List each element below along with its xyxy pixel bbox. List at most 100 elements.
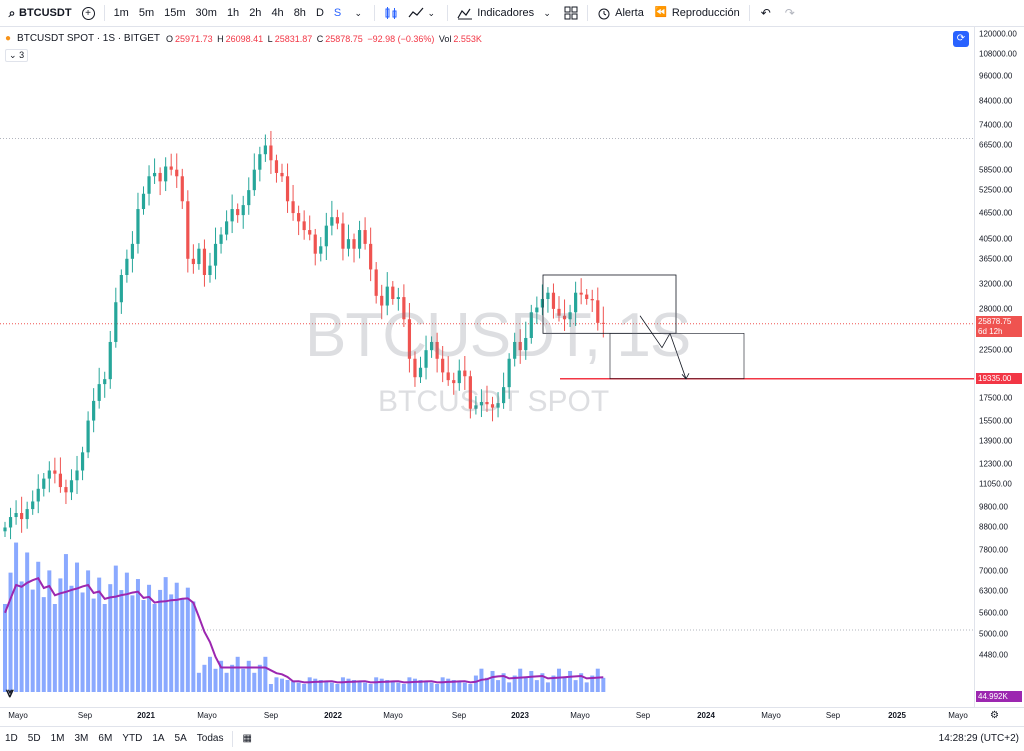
interval-dropdown[interactable]: ⌄ — [346, 0, 370, 26]
legend-title[interactable]: BTCUSDT SPOT · 1S · BITGET — [17, 33, 161, 44]
range-1d[interactable]: 1D — [5, 733, 18, 744]
interval-1h[interactable]: 1h — [226, 7, 240, 19]
candle-body — [20, 513, 24, 520]
volume-bar — [163, 577, 168, 692]
interval-30m[interactable]: 30m — [195, 7, 217, 19]
price-axis[interactable]: 120000.00 108000.00 96000.00 84000.00 74000.… — [974, 27, 1024, 707]
candle-body — [75, 470, 79, 481]
price-tick-label: 120000.00 — [979, 29, 1017, 39]
candle-body — [535, 307, 539, 313]
chart-pane[interactable]: ⩔ — [0, 27, 974, 707]
redo-button[interactable]: ↷ — [778, 0, 802, 26]
volume-bar — [352, 680, 357, 692]
time-axis[interactable]: ⚙ Mayo Sep 2021 Mayo Sep 2022 Mayo Sep 2023 Mayo S… — [0, 707, 1024, 726]
range-1a[interactable]: 1A — [152, 733, 165, 744]
clock[interactable]: 14:28:29 (UTC+2) — [938, 733, 1019, 744]
candle-body — [103, 379, 107, 385]
candle-body — [363, 230, 367, 244]
divider — [748, 5, 750, 21]
range-5a[interactable]: 5A — [174, 733, 187, 744]
chart-canvas[interactable] — [0, 27, 974, 707]
interval-2h[interactable]: 2h — [249, 7, 262, 19]
interval-s[interactable]: S — [333, 7, 342, 19]
interval-4h[interactable]: 4h — [271, 7, 284, 19]
tradingview-logo[interactable]: ⩔ — [6, 684, 14, 700]
undo-button[interactable]: ↶ — [754, 0, 778, 26]
volume-bar — [119, 590, 124, 692]
candles-style-button[interactable] — [379, 0, 403, 26]
volume-bar — [584, 682, 589, 692]
indicators-button[interactable]: Indicadores ⌄ — [452, 0, 559, 26]
volume-bar — [235, 656, 240, 692]
candle-body — [441, 358, 445, 373]
volume-bar — [263, 656, 268, 692]
volume-bar — [335, 684, 340, 692]
candle-body — [3, 527, 7, 532]
high-key: H — [217, 33, 224, 44]
price-tick-label: 11050.00 — [979, 479, 1012, 489]
candle-body — [374, 269, 378, 296]
interval-15m[interactable]: 15m — [164, 7, 186, 19]
interval-1m[interactable]: 1m — [113, 7, 129, 19]
interval-5m[interactable]: 5m — [138, 7, 155, 19]
chevron-down-icon: ⌄ — [427, 8, 435, 18]
volume-bar — [113, 565, 118, 692]
candle-body — [507, 358, 511, 388]
volume-bar — [102, 604, 107, 692]
volume-bar — [390, 681, 395, 692]
volume-bar — [141, 600, 146, 692]
candle-body — [540, 299, 544, 308]
candle-body — [585, 294, 589, 300]
candle-body — [247, 190, 251, 206]
candle-body — [352, 239, 356, 249]
candle-body — [574, 292, 578, 313]
price-tick-label: 5000.00 — [979, 629, 1008, 639]
volume-bar — [30, 589, 35, 692]
templates-button[interactable] — [559, 0, 583, 26]
divider — [103, 5, 105, 21]
candle-body — [258, 154, 262, 170]
volume-bar — [147, 584, 152, 692]
volume-bar — [534, 680, 539, 692]
open-value: 25971.73 — [175, 33, 213, 44]
candle-body — [119, 274, 123, 303]
volume-bar — [14, 542, 19, 692]
volume-bar — [257, 664, 262, 692]
candle-body — [380, 295, 384, 306]
candle-body — [147, 176, 151, 194]
indicators-toggle[interactable]: ⌄ 3 — [5, 49, 29, 62]
time-tick-label: Sep — [77, 711, 93, 720]
vol-key: Vol — [438, 33, 452, 44]
range-todas[interactable]: Todas — [196, 733, 224, 744]
compare-button[interactable]: + — [77, 0, 100, 26]
volume-bar — [523, 677, 528, 692]
line-style-button[interactable]: ⌄ — [403, 0, 443, 26]
volume-bar — [219, 660, 224, 692]
chart-legend: ● BTCUSDT SPOT · 1S · BITGET O 25971.73 H… — [5, 33, 484, 44]
range-1m[interactable]: 1M — [50, 733, 65, 744]
settings-icon[interactable]: ⚙ — [990, 710, 999, 721]
range-ytd[interactable]: YTD — [122, 733, 143, 744]
price-tick-label: 5600.00 — [979, 608, 1008, 618]
range-5d[interactable]: 5D — [27, 733, 41, 744]
date-range-button[interactable]: ▦ — [237, 727, 256, 751]
range-3m[interactable]: 3M — [74, 733, 89, 744]
low-value: 25831.87 — [274, 33, 313, 44]
volume-bar — [346, 678, 351, 692]
volume-bar — [252, 672, 257, 692]
watermark-symbol: BTCUSDT, 1S — [305, 301, 691, 370]
ohlc-values: O 25971.73 H 26098.41 L 25831.87 C 25878.75 … — [166, 34, 484, 44]
alert-button[interactable]: Alerta — [592, 0, 649, 26]
candle-body — [568, 312, 572, 320]
price-tick-label: 7000.00 — [979, 566, 1008, 576]
sync-button[interactable]: ⟳ — [953, 31, 969, 47]
interval-d[interactable]: D — [315, 7, 324, 19]
range-6m[interactable]: 6M — [98, 733, 113, 744]
replay-button[interactable]: ⏪ Reproducción — [649, 0, 745, 26]
symbol-search[interactable]: ⌕ BTCUSDT — [0, 0, 77, 26]
redo-icon: ↷ — [784, 6, 795, 20]
candle-body — [208, 265, 212, 275]
interval-8h[interactable]: 8h — [293, 7, 306, 19]
candle-body — [457, 370, 461, 384]
projection-box — [609, 333, 745, 380]
